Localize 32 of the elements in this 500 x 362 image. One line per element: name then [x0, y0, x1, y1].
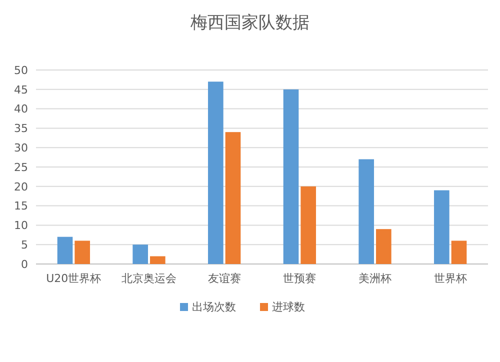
y-tick-label: 45 — [14, 83, 28, 96]
bar — [451, 240, 467, 264]
y-tick-label: 0 — [21, 258, 28, 271]
x-tick-label: 世预赛 — [283, 272, 316, 285]
chart-title: 梅西国家队数据 — [190, 13, 310, 33]
y-tick-label: 25 — [14, 160, 28, 174]
y-tick-label: 10 — [14, 219, 28, 232]
bar — [225, 132, 241, 264]
bar — [358, 159, 374, 264]
y-tick-label: 15 — [14, 200, 28, 213]
y-tick-label: 5 — [21, 238, 28, 252]
bar — [283, 89, 299, 264]
legend-label: 出场次数 — [192, 300, 236, 314]
bar — [57, 236, 73, 264]
x-tick-label: U20世界杯 — [46, 272, 102, 285]
bar — [74, 240, 90, 264]
bar — [434, 190, 450, 264]
x-tick-label: 美洲杯 — [358, 272, 392, 285]
x-tick-label: 北京奥运会 — [122, 272, 176, 285]
x-tick-label: 友谊赛 — [208, 272, 241, 285]
bar — [208, 82, 224, 264]
y-tick-label: 20 — [14, 180, 28, 194]
x-tick-label: 世界杯 — [434, 272, 467, 285]
bar — [132, 244, 148, 264]
y-tick-label: 30 — [14, 141, 28, 154]
legend-label: 进球数 — [272, 300, 305, 314]
y-tick-label: 50 — [14, 64, 28, 77]
bar — [300, 186, 316, 264]
y-tick-label: 40 — [14, 102, 28, 116]
bar — [376, 229, 392, 264]
y-tick-label: 35 — [14, 122, 28, 136]
bar — [150, 256, 166, 264]
